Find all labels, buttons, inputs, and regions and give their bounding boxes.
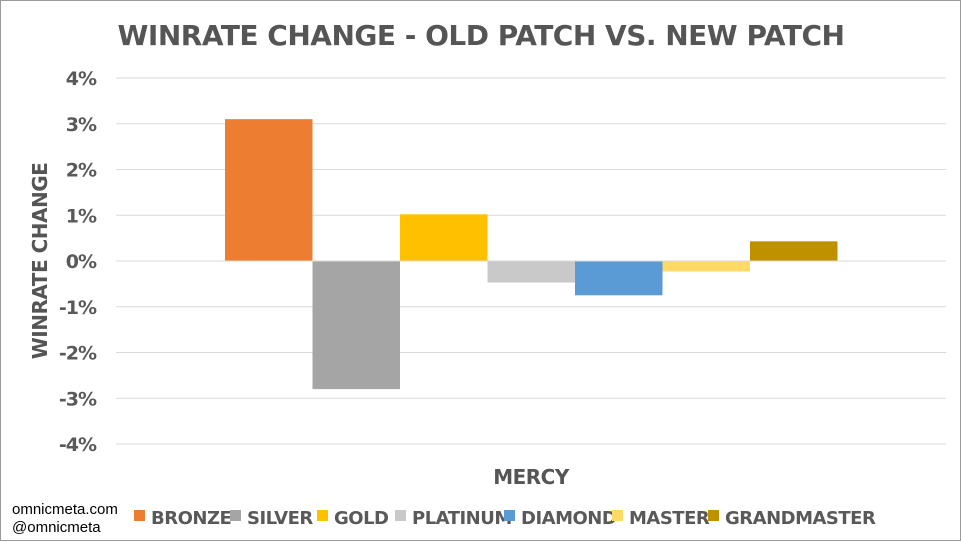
legend-label-diamond: DIAMOND	[521, 508, 616, 529]
legend-swatch-diamond	[504, 510, 515, 521]
bar-gold	[400, 214, 488, 261]
bar-bronze	[225, 119, 313, 261]
y-tick-label: 0%	[66, 251, 97, 273]
bar-platinum	[487, 261, 575, 283]
legend-swatch-grandmaster	[708, 510, 719, 521]
legend-swatch-silver	[230, 510, 241, 521]
bar-grandmaster	[750, 241, 838, 261]
credit-handle: @omnicmeta	[12, 519, 101, 536]
credit-site: omnicmeta.com	[12, 501, 118, 518]
y-tick-label: 3%	[66, 114, 97, 136]
bar-silver	[312, 261, 400, 390]
legend-label-master: MASTER	[629, 508, 710, 529]
y-tick-label: 4%	[66, 68, 97, 90]
y-axis-title: WINRATE CHANGE	[28, 163, 52, 360]
legend: BRONZE SILVER GOLD PLATINUM DIAMOND MASTER GRA…	[134, 508, 876, 529]
y-tick-label: -2%	[59, 343, 97, 365]
y-tick-label: -3%	[59, 388, 97, 410]
y-tick-label: -4%	[59, 434, 97, 456]
legend-swatch-platinum	[395, 510, 406, 521]
legend-label-gold: GOLD	[334, 508, 389, 529]
legend-label-bronze: BRONZE	[151, 508, 231, 529]
bar-diamond	[575, 261, 663, 296]
y-axis-ticks: 4% 3% 2% 1% 0% -1% -2% -3% -4%	[59, 68, 98, 456]
legend-swatch-gold	[317, 510, 328, 521]
legend-label-grandmaster: GRANDMASTER	[725, 508, 876, 529]
legend-label-platinum: PLATINUM	[412, 508, 512, 529]
legend-swatch-bronze	[134, 510, 145, 521]
chart-title: WINRATE CHANGE - OLD PATCH VS. NEW PATCH	[118, 19, 845, 52]
y-tick-label: 1%	[66, 205, 97, 227]
bar-master	[662, 261, 750, 272]
x-axis-title: MERCY	[493, 465, 570, 489]
legend-swatch-master	[612, 510, 623, 521]
legend-label-silver: SILVER	[247, 508, 313, 529]
y-tick-label: -1%	[59, 297, 97, 319]
bars	[225, 119, 838, 390]
y-tick-label: 2%	[66, 160, 97, 182]
